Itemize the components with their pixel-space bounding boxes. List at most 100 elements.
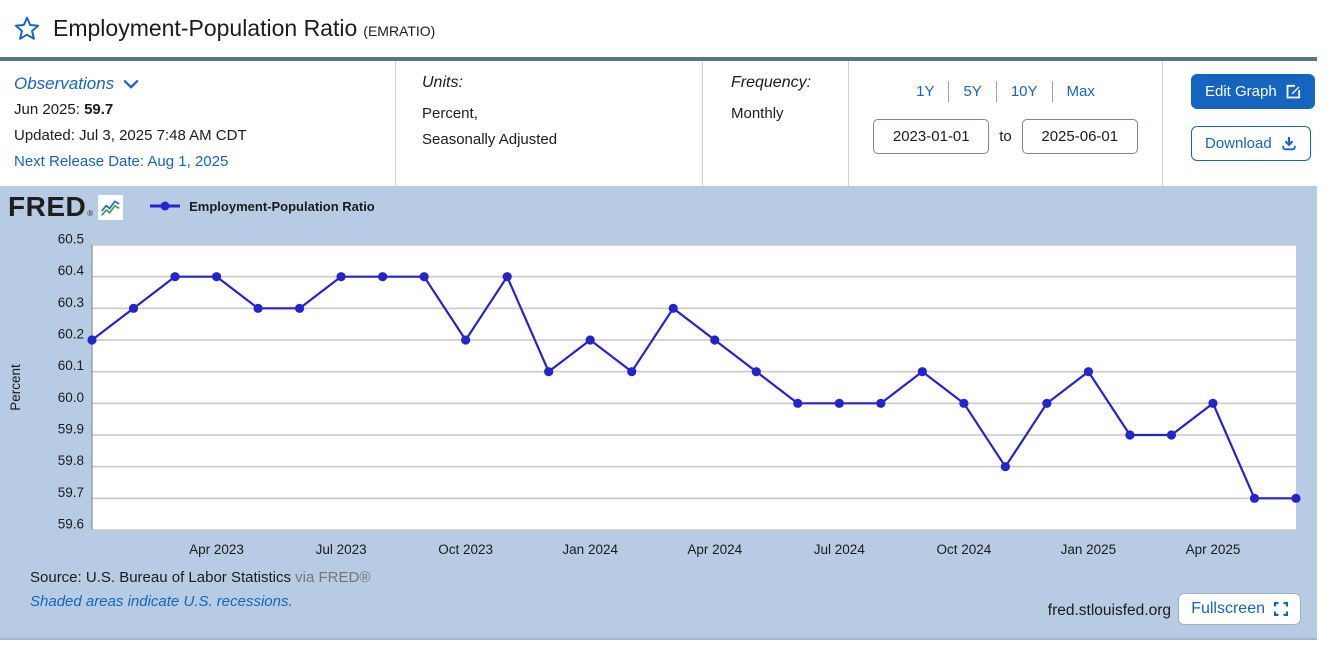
observations-dropdown[interactable]: Observations [14,74,139,94]
legend-label: Employment-Population Ratio [189,198,375,214]
y-axis-title: Percent [8,364,23,411]
series-id: (EMRATIO) [363,23,436,39]
download-button[interactable]: Download [1191,126,1311,161]
series-meta-bar: Observations Jun 2025: 59.7 Updated: Jul… [0,61,1339,186]
data-point[interactable] [834,398,844,408]
page-header: Employment-Population Ratio (EMRATIO) [0,0,1339,57]
frequency-value: Monthly [731,105,784,122]
data-point[interactable] [170,272,180,282]
frequency-section: Frequency: Monthly [702,61,848,186]
range-preset-10y[interactable]: 10Y [997,81,1053,102]
data-point[interactable] [1000,462,1010,472]
data-point[interactable] [793,398,803,408]
data-point[interactable] [294,303,305,313]
recessions-note-link[interactable]: Shaded areas indicate U.S. recessions. [30,593,293,610]
y-axis-tick-label: 60.1 [58,358,84,373]
edit-icon [1286,84,1300,99]
plot-area [92,245,1296,530]
data-point[interactable] [1125,430,1135,440]
actions-section: Edit Graph Download [1162,61,1339,186]
x-axis-tick-label: Oct 2024 [936,542,991,557]
date-inputs: to [873,119,1138,154]
data-point[interactable] [959,398,969,408]
units-label: Units: [422,74,463,91]
latest-observation-value: 59.7 [84,101,114,118]
latest-observation: Jun 2025: 59.7 [14,101,114,118]
x-axis-tick-label: Apr 2024 [687,542,742,557]
data-point[interactable] [1042,398,1052,408]
legend-item: Employment-Population Ratio [150,199,375,216]
data-point[interactable] [253,303,263,313]
range-preset-1y[interactable]: 1Y [902,81,950,102]
data-point[interactable] [378,272,388,282]
x-axis-tick-label: Apr 2025 [1186,542,1241,557]
source-attribution: Source: U.S. Bureau of Labor Statistics … [30,569,371,586]
data-point[interactable] [336,272,346,282]
units-value-line2: Seasonally Adjusted [422,131,558,149]
y-axis-tick-label: 59.6 [58,517,84,532]
observations-section: Observations Jun 2025: 59.7 Updated: Jul… [0,61,395,186]
range-presets: 1Y 5Y 10Y Max [902,81,1109,102]
frequency-label: Frequency: [731,74,812,91]
x-axis-tick-label: Apr 2023 [189,542,244,557]
date-range-section: 1Y 5Y 10Y Max to [848,61,1162,186]
y-axis-tick-label: 60.3 [58,295,84,310]
y-axis-tick-label: 60.4 [58,263,85,278]
header-divider [0,57,1317,61]
x-axis-tick-label: Jul 2023 [316,542,367,557]
fred-logo[interactable]: FRED ® [8,191,124,222]
fred-logo-text: FRED [8,191,87,222]
y-axis-tick-label: 60.2 [58,327,84,342]
y-axis-tick-label: 59.7 [58,485,84,500]
x-axis-tick-label: Jan 2024 [562,542,618,557]
chart-panel: FRED ® Employment-Population Ratio 60.5 6… [0,186,1317,640]
data-point[interactable] [461,335,471,345]
edit-graph-button[interactable]: Edit Graph [1191,74,1315,109]
data-point[interactable] [917,367,927,377]
date-range-to-label: to [999,128,1012,145]
fullscreen-label: Fullscreen [1191,600,1265,617]
fred-logo-chart-icon [98,195,124,220]
x-axis-tick-label: Jan 2025 [1061,542,1117,557]
data-point[interactable] [87,335,97,345]
download-icon [1282,137,1296,151]
x-axis-tick-label: Jul 2024 [814,542,866,557]
data-point[interactable] [668,303,678,313]
via-fred-label: via FRED® [295,569,371,586]
end-date-input[interactable] [1021,119,1138,154]
y-axis-tick-label: 60.5 [58,232,84,247]
data-point[interactable] [1166,430,1177,440]
data-point[interactable] [1249,493,1260,503]
start-date-input[interactable] [873,119,990,154]
range-preset-max[interactable]: Max [1066,83,1095,100]
units-section: Units: Percent, Seasonally Adjusted [395,61,702,186]
data-point[interactable] [502,272,512,282]
y-axis-tick-label: 59.8 [58,453,84,468]
page-title: Employment-Population Ratio (EMRATIO) [53,15,436,41]
data-point[interactable] [585,335,595,345]
updated-timestamp: Updated: Jul 3, 2025 7:48 AM CDT [14,127,247,144]
data-point[interactable] [419,272,429,282]
y-axis-tick-label: 59.9 [58,422,84,437]
y-axis-tick-label: 60.0 [58,390,84,405]
data-point[interactable] [1291,493,1301,503]
range-preset-5y[interactable]: 5Y [949,81,997,102]
data-point[interactable] [710,335,720,345]
next-release-link[interactable]: Next Release Date: Aug 1, 2025 [14,153,229,170]
data-point[interactable] [751,367,761,377]
data-point[interactable] [128,303,139,313]
legend-line-marker-icon [150,201,181,211]
chart-plot[interactable]: 60.5 60.4 60.3 60.2 60.1 60.0 59.9 59.8 59.7 59.6… [0,226,1317,571]
data-line [91,275,1296,500]
data-point[interactable] [876,398,886,408]
data-point[interactable] [1208,398,1218,408]
data-point[interactable] [1083,367,1094,377]
fullscreen-icon [1274,602,1288,616]
chart-header: FRED ® Employment-Population Ratio [8,191,375,222]
data-point[interactable] [211,272,222,282]
favorite-star-icon[interactable] [14,16,40,41]
data-point[interactable] [627,367,637,377]
download-label: Download [1205,135,1272,152]
data-point[interactable] [544,367,554,377]
fullscreen-button[interactable]: Fullscreen [1178,593,1301,625]
